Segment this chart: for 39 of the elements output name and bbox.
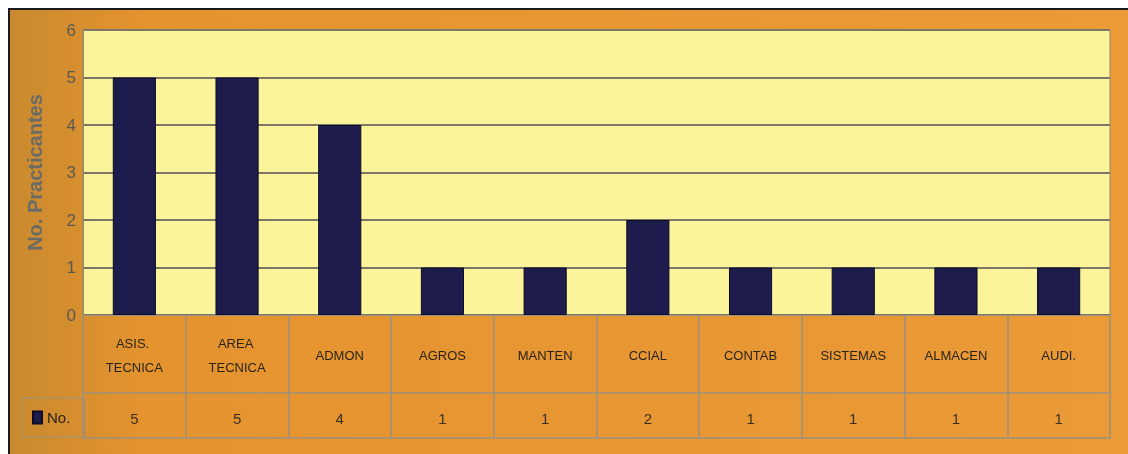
bar (831, 267, 875, 315)
x-tick-label: ALMACEN (924, 347, 988, 363)
x-tick-label: SISTEMAS (820, 347, 887, 363)
bar (112, 77, 156, 315)
y-tick-label: 2 (66, 210, 76, 230)
data-label: 2 (643, 409, 653, 427)
bar (318, 125, 362, 315)
y-tick-label: 5 (66, 68, 76, 87)
y-tick-label: 1 (66, 258, 76, 277)
bar (420, 267, 465, 315)
data-label: 1 (438, 409, 447, 427)
data-label: 1 (849, 409, 858, 427)
x-tick-label: AUDI. (1041, 347, 1076, 363)
data-label: 1 (540, 409, 550, 427)
y-tick-label: 0 (66, 305, 76, 325)
y-tick-label: 3 (66, 163, 76, 182)
x-tick-label: CCIAL (628, 347, 667, 363)
data-label: 1 (1054, 409, 1063, 427)
x-tick-label: ADMON (315, 347, 364, 363)
legend-label: No. (47, 409, 71, 426)
bar (1037, 267, 1081, 315)
bar (626, 220, 670, 315)
data-label: 1 (746, 409, 755, 427)
y-tick-label: 6 (66, 20, 76, 40)
x-tick-label: MANTEN (517, 347, 573, 363)
bar (728, 267, 773, 315)
bar (523, 267, 567, 315)
bar (934, 267, 978, 315)
data-label: 5 (130, 409, 139, 427)
y-axis-title: No. Practicantes (24, 94, 46, 251)
data-label: 1 (951, 409, 961, 427)
data-label: 4 (335, 409, 344, 427)
y-tick-label: 4 (66, 115, 76, 135)
x-tick-label: AREA TECNICA (208, 335, 266, 375)
x-tick-label: CONTAB (723, 347, 778, 363)
bar (215, 77, 259, 315)
x-tick-label: AGROS (418, 347, 467, 363)
x-tick-label: ASIS. TECNICA (105, 335, 164, 375)
data-label: 5 (232, 409, 242, 427)
